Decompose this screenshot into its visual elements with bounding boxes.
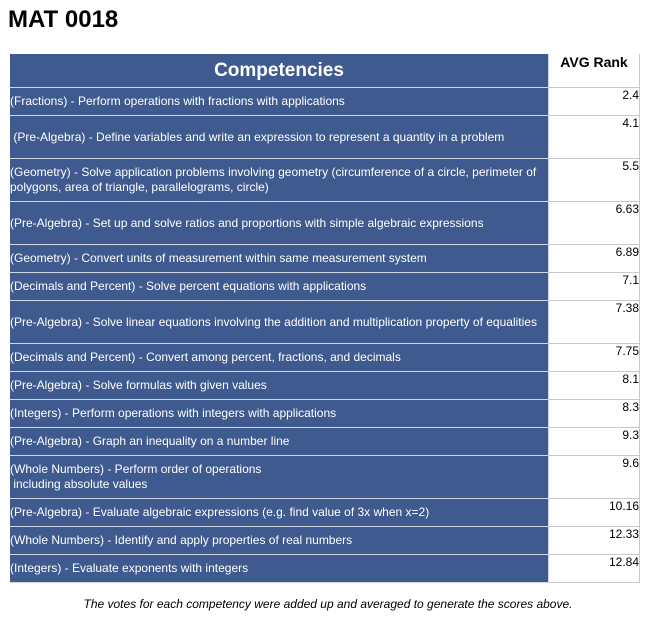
rank-cell: 12.84 <box>549 555 640 583</box>
competency-table: Competencies AVG Rank (Fractions) - Perf… <box>10 54 640 583</box>
rank-cell: 5.5 <box>549 159 640 202</box>
competency-cell: (Pre-Algebra) - Graph an inequality on a… <box>10 428 549 456</box>
rank-cell: 9.6 <box>549 456 640 499</box>
competency-cell: (Integers) - Evaluate exponents with int… <box>10 555 549 583</box>
rank-cell: 10.16 <box>549 499 640 527</box>
table-row: (Pre-Algebra) - Set up and solve ratios … <box>10 202 640 245</box>
header-avg-rank: AVG Rank <box>549 54 640 88</box>
competency-cell: (Pre-Algebra) - Evaluate algebraic expre… <box>10 499 549 527</box>
table-row: (Integers) - Perform operations with int… <box>10 400 640 428</box>
table-row: (Integers) - Evaluate exponents with int… <box>10 555 640 583</box>
rank-cell: 4.1 <box>549 116 640 159</box>
page-title: MAT 0018 <box>8 6 119 33</box>
competency-cell: (Whole Numbers) - Identify and apply pro… <box>10 527 549 555</box>
table-row: (Pre-Algebra) - Graph an inequality on a… <box>10 428 640 456</box>
rank-cell: 7.38 <box>549 301 640 344</box>
table-row: (Whole Numbers) - Perform order of opera… <box>10 456 640 499</box>
table-row: (Decimals and Percent) - Solve percent e… <box>10 273 640 301</box>
table-header-row: Competencies AVG Rank <box>10 54 640 88</box>
table-row: (Pre-Algebra) - Define variables and wri… <box>10 116 640 159</box>
rank-cell: 8.3 <box>549 400 640 428</box>
rank-cell: 6.63 <box>549 202 640 245</box>
table-row: (Decimals and Percent) - Convert among p… <box>10 344 640 372</box>
rank-cell: 7.1 <box>549 273 640 301</box>
rank-cell: 2.4 <box>549 88 640 116</box>
rank-cell: 7.75 <box>549 344 640 372</box>
competency-cell: (Geometry) - Solve application problems … <box>10 159 549 202</box>
rank-cell: 6.89 <box>549 245 640 273</box>
table-row: (Pre-Algebra) - Solve formulas with give… <box>10 372 640 400</box>
table-row: (Pre-Algebra) - Solve linear equations i… <box>10 301 640 344</box>
competency-cell: (Decimals and Percent) - Solve percent e… <box>10 273 549 301</box>
table-row: (Fractions) - Perform operations with fr… <box>10 88 640 116</box>
header-competencies: Competencies <box>10 54 549 88</box>
competency-cell: (Decimals and Percent) - Convert among p… <box>10 344 549 372</box>
competency-cell: (Pre-Algebra) - Set up and solve ratios … <box>10 202 549 245</box>
competency-cell: (Fractions) - Perform operations with fr… <box>10 88 549 116</box>
table-row: (Geometry) - Convert units of measuremen… <box>10 245 640 273</box>
rank-cell: 9.3 <box>549 428 640 456</box>
table-row: (Whole Numbers) - Identify and apply pro… <box>10 527 640 555</box>
competency-cell: (Integers) - Perform operations with int… <box>10 400 549 428</box>
competency-cell: (Pre-Algebra) - Solve linear equations i… <box>10 301 549 344</box>
footnote: The votes for each competency were added… <box>83 597 573 611</box>
competency-cell: (Pre-Algebra) - Define variables and wri… <box>10 116 549 159</box>
competency-cell: (Geometry) - Convert units of measuremen… <box>10 245 549 273</box>
table-row: (Pre-Algebra) - Evaluate algebraic expre… <box>10 499 640 527</box>
competency-cell: (Pre-Algebra) - Solve formulas with give… <box>10 372 549 400</box>
rank-cell: 8.1 <box>549 372 640 400</box>
competency-cell: (Whole Numbers) - Perform order of opera… <box>10 456 549 499</box>
table-row: (Geometry) - Solve application problems … <box>10 159 640 202</box>
rank-cell: 12.33 <box>549 527 640 555</box>
